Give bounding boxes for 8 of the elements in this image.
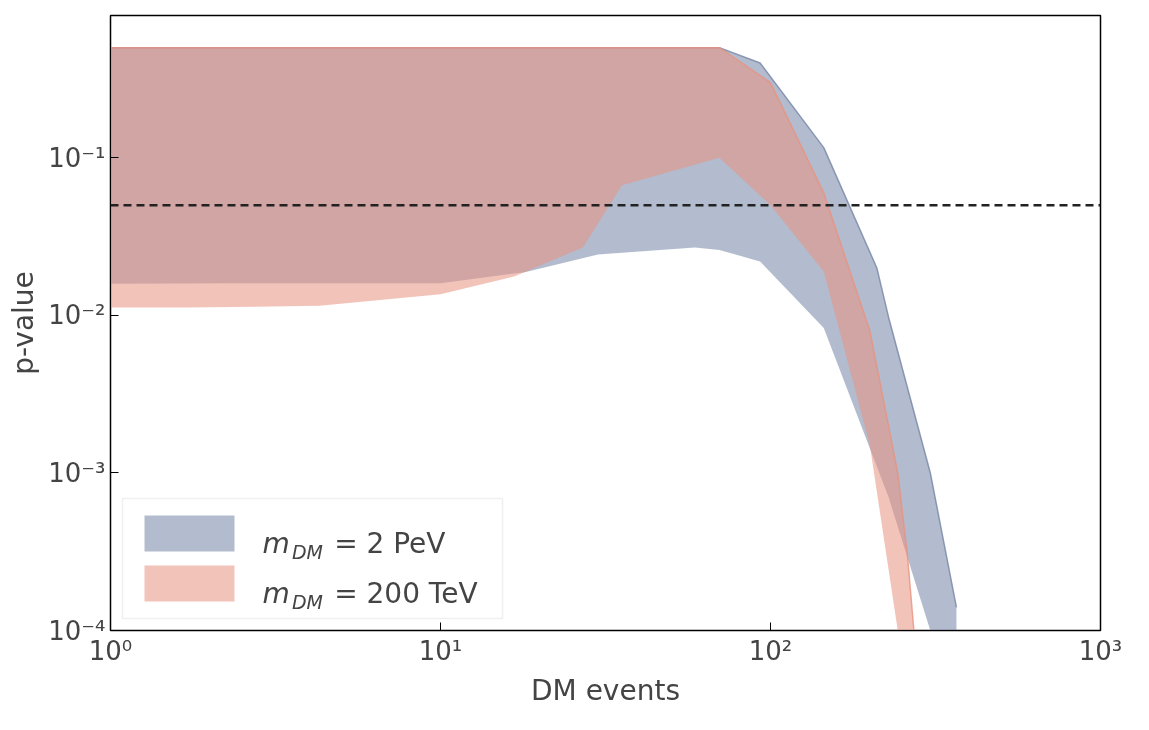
y-tick-label: 10⁻³ — [48, 457, 106, 488]
x-tick-label: 10¹ — [418, 635, 463, 666]
x-tick-label: 10³ — [1078, 635, 1123, 666]
y-axis-title: p-value — [7, 271, 41, 375]
y-tick-label: 10⁻² — [48, 300, 106, 331]
x-tick-label: 10² — [748, 635, 793, 666]
y-tick-label: 10⁻¹ — [48, 142, 106, 173]
x-axis-title: DM events — [531, 673, 680, 707]
